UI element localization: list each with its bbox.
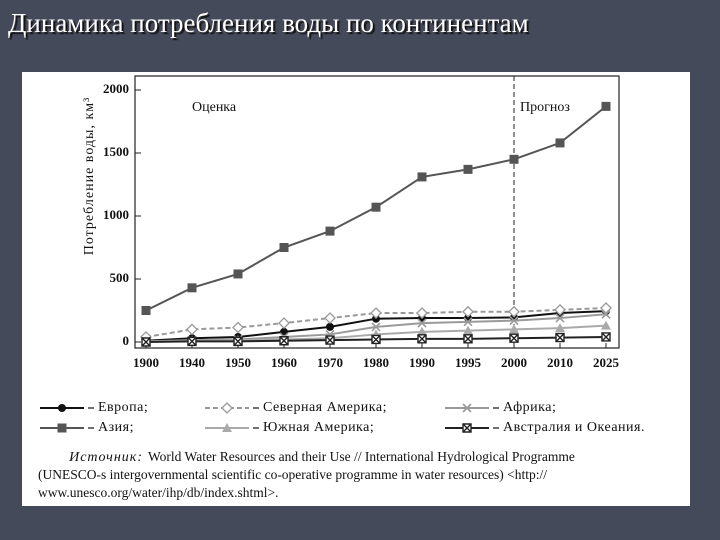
marker <box>601 309 611 319</box>
y-tick-label: 0 <box>123 333 130 348</box>
marker <box>232 321 244 334</box>
marker <box>371 322 381 332</box>
marker <box>417 334 427 344</box>
marker <box>279 243 289 252</box>
x-tick-label: 1970 <box>317 355 343 370</box>
series <box>141 101 611 315</box>
x-tick-label: 1900 <box>133 355 159 370</box>
marker <box>555 332 565 343</box>
marker <box>555 323 565 333</box>
marker <box>279 336 289 346</box>
marker <box>509 333 519 343</box>
x-tick-label: 1995 <box>455 355 482 370</box>
x-tick-label: 2000 <box>501 355 527 370</box>
series-line <box>145 306 607 338</box>
marker <box>555 138 565 148</box>
marker <box>463 317 473 327</box>
marker <box>222 423 232 432</box>
marker <box>141 306 151 315</box>
marker <box>601 101 611 111</box>
plot-frame <box>134 75 620 349</box>
source-text: World Water Resources and their Use // I… <box>148 449 575 464</box>
marker <box>325 226 335 236</box>
marker <box>326 322 334 331</box>
marker <box>57 423 67 433</box>
marker <box>233 269 243 279</box>
legend-label: Австралия и Океания. <box>503 420 645 435</box>
marker <box>462 305 474 318</box>
marker <box>187 283 197 293</box>
y-tick-label: 1000 <box>103 207 129 222</box>
y-tick-label: 2000 <box>103 81 129 96</box>
y-axis-label: Потребление воды, км³ <box>82 97 97 256</box>
legend-label: Африка; <box>503 400 556 415</box>
marker <box>508 305 520 318</box>
marker <box>462 423 472 433</box>
marker <box>601 320 611 330</box>
x-tick-label: 2025 <box>593 355 620 370</box>
panel <box>22 72 690 506</box>
annotation: Прогноз <box>520 100 570 115</box>
marker <box>601 332 611 342</box>
marker <box>141 337 151 347</box>
legend-label: Азия; <box>98 420 134 435</box>
source-text: www.unesco.org/water/ihp/db/index.shtml>… <box>38 485 278 500</box>
series <box>141 332 611 347</box>
y-tick-label: 500 <box>110 270 130 285</box>
legend-label: Южная Америка; <box>263 420 374 435</box>
marker <box>186 323 198 336</box>
marker <box>370 307 382 319</box>
marker <box>463 164 473 174</box>
marker <box>371 202 381 212</box>
legend-label: Европа; <box>98 400 148 415</box>
marker <box>233 336 243 347</box>
legend-label: Северная Америка; <box>263 400 387 415</box>
x-tick-label: 2010 <box>547 355 573 370</box>
x-tick-label: 1980 <box>363 355 389 370</box>
marker <box>509 154 519 164</box>
marker <box>278 317 290 330</box>
x-tick-label: 1940 <box>179 355 205 370</box>
marker <box>417 326 427 336</box>
x-tick-label: 1950 <box>225 355 251 370</box>
marker <box>58 404 66 412</box>
x-tick-label: 1990 <box>409 355 435 370</box>
marker <box>555 313 565 323</box>
source-label: Источник: <box>68 450 143 465</box>
marker <box>187 336 197 347</box>
marker <box>221 402 233 414</box>
annotation: Оценка <box>192 100 237 115</box>
marker <box>371 334 381 345</box>
marker <box>600 302 612 314</box>
marker <box>417 172 427 182</box>
marker <box>509 316 519 326</box>
marker <box>463 325 473 335</box>
source-text: (UNESCO-s intergovernmental scientific c… <box>38 467 547 482</box>
marker <box>416 307 428 319</box>
y-tick-label: 1500 <box>103 144 129 159</box>
marker <box>463 334 473 344</box>
marker <box>417 318 427 328</box>
marker <box>554 303 566 316</box>
slide-title: Динамика потребления воды по континентам <box>8 8 529 38</box>
marker <box>509 324 519 334</box>
marker <box>324 312 336 324</box>
marker <box>325 335 335 345</box>
x-tick-label: 1960 <box>271 355 297 370</box>
marker <box>462 403 472 413</box>
